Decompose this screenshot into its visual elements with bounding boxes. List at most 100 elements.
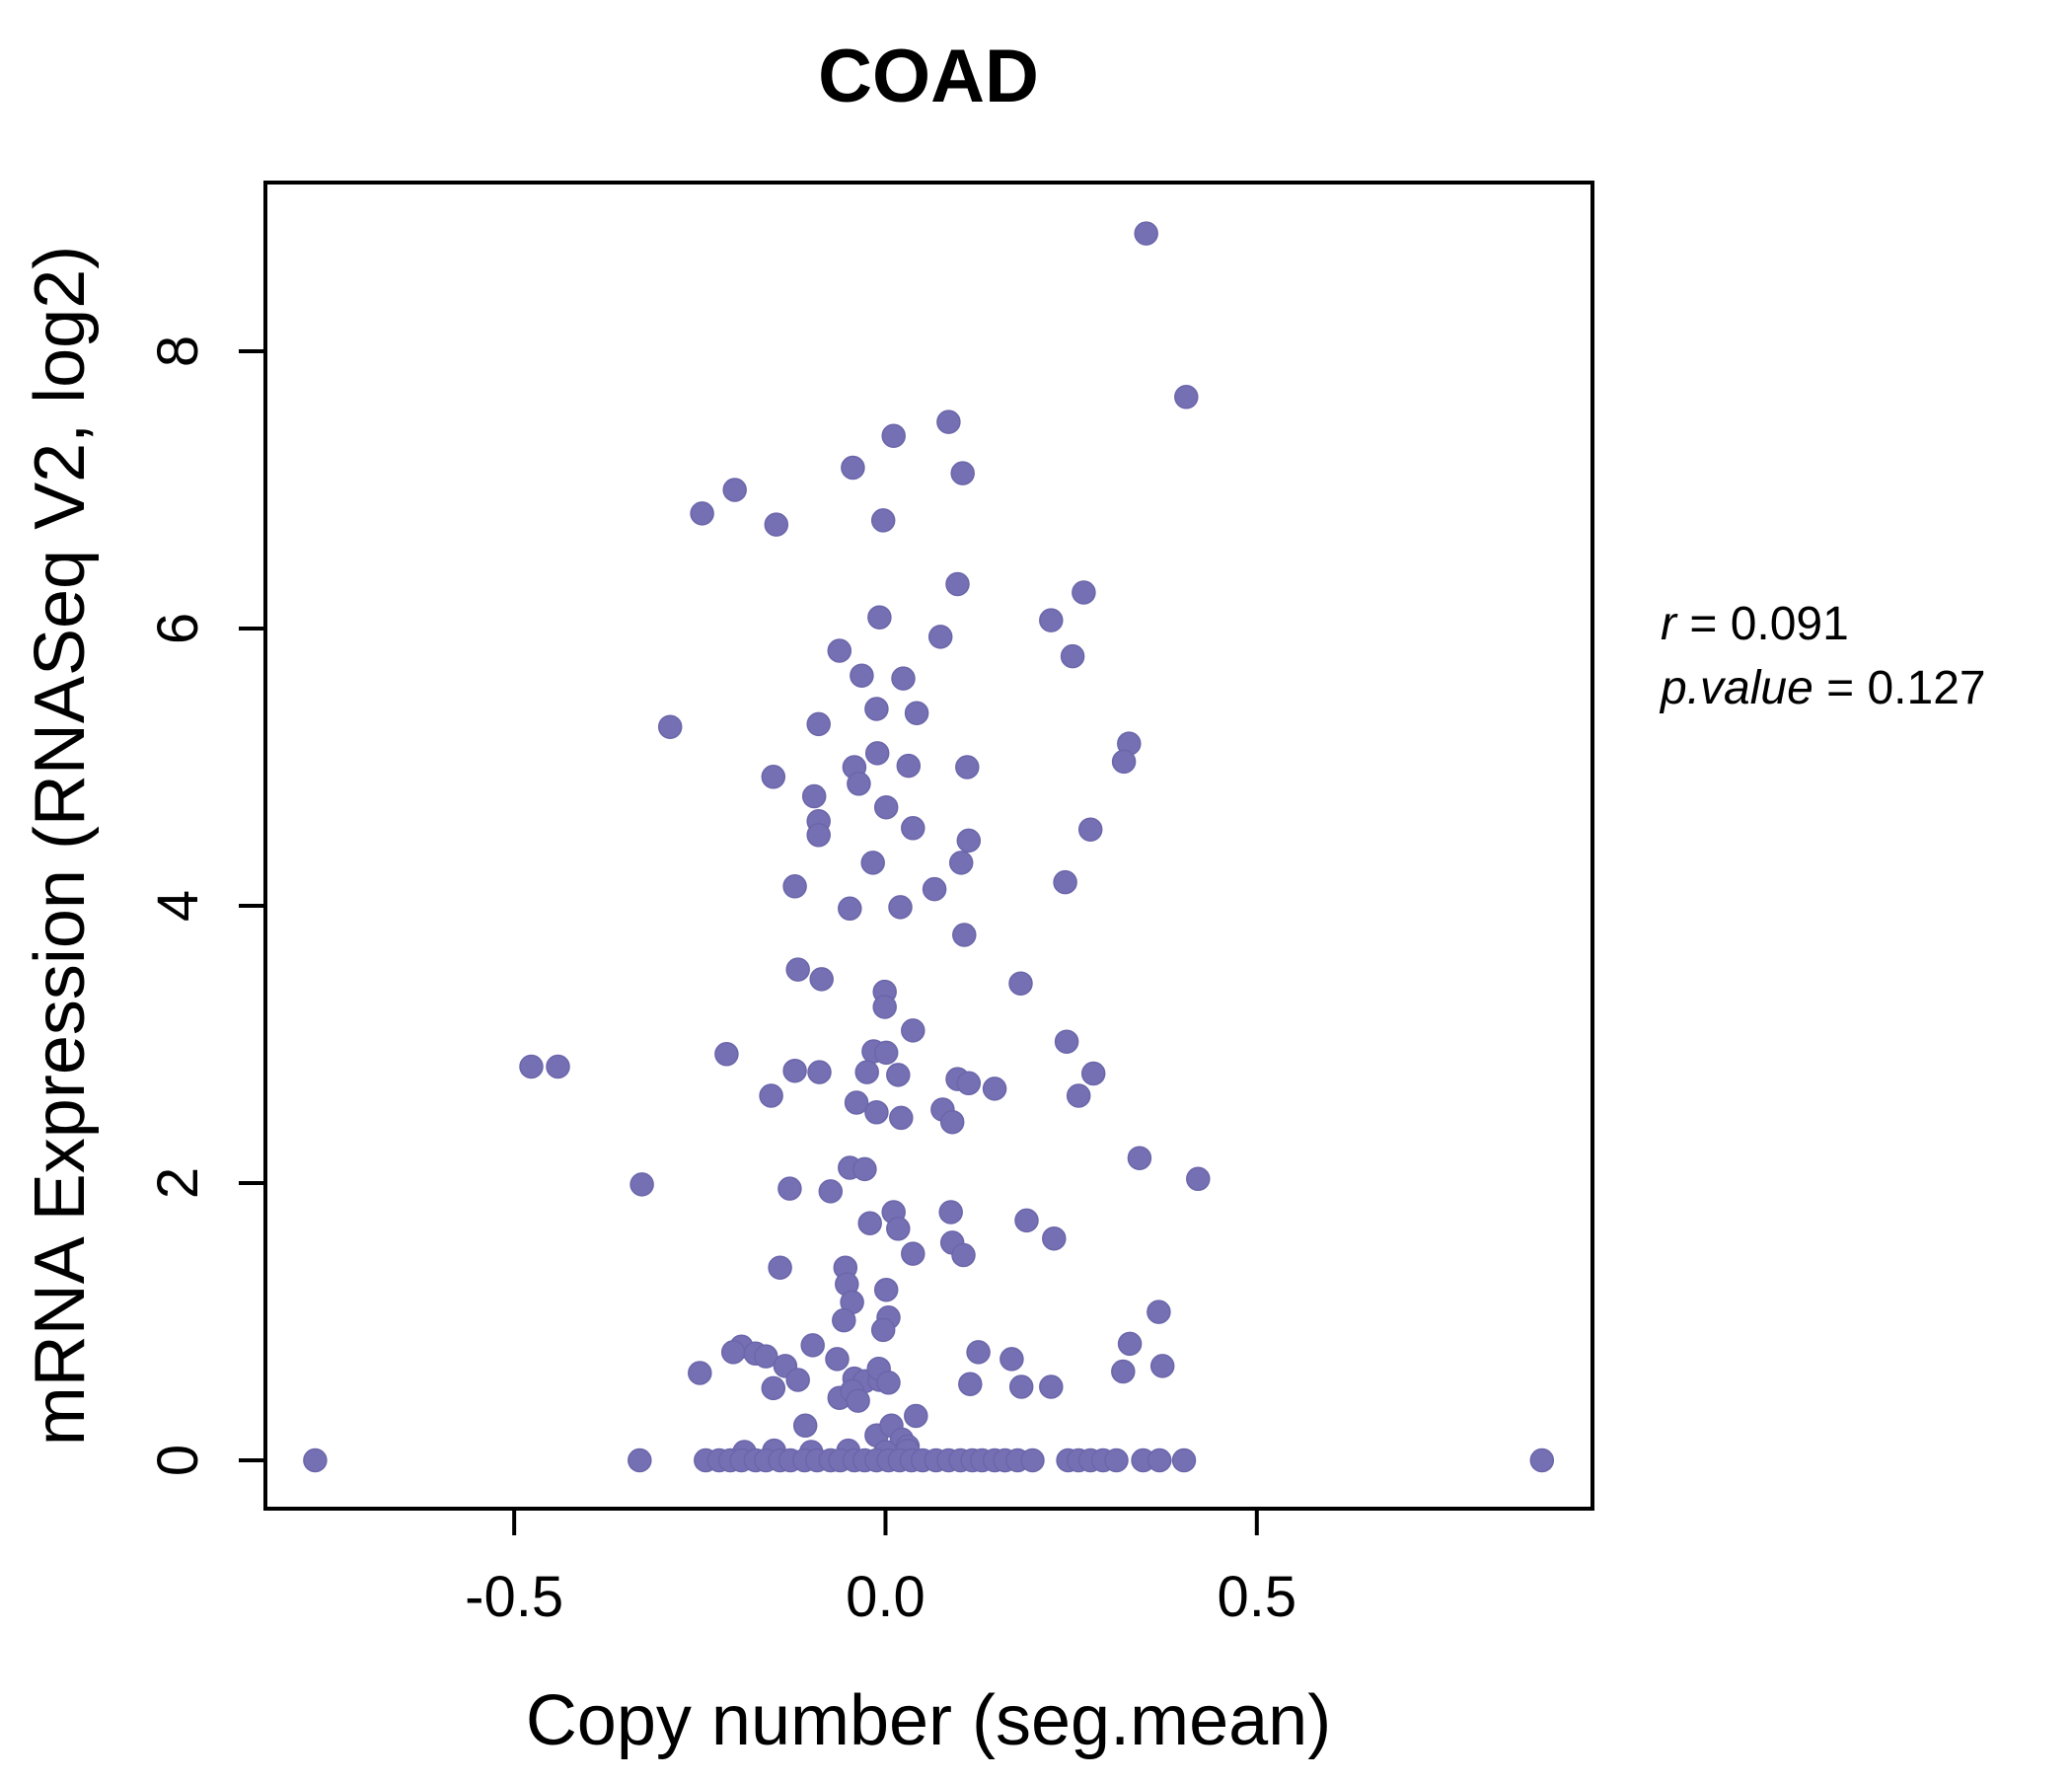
data-point (936, 409, 961, 434)
data-point (546, 1054, 570, 1079)
data-point (870, 1317, 896, 1343)
annotation-pvalue: p.value = 0.127 (1659, 662, 1986, 714)
data-point (901, 1018, 925, 1043)
data-point (1072, 580, 1096, 605)
y-tick-label: 6 (146, 613, 210, 644)
data-point (806, 823, 831, 848)
data-point (873, 1277, 899, 1302)
data-point (785, 1368, 810, 1392)
data-point (785, 957, 810, 982)
annotation-variable: p.value (1659, 662, 1813, 714)
y-tick-label: 4 (146, 890, 210, 922)
data-point (927, 625, 953, 649)
data-point (690, 501, 714, 526)
data-point (956, 1071, 982, 1096)
data-point (1111, 749, 1137, 775)
data-point (1111, 1359, 1136, 1384)
annotation-value: = 0.091 (1676, 598, 1849, 650)
x-tick-label: 0.0 (846, 1565, 925, 1629)
data-point (939, 1109, 965, 1135)
data-point (1186, 1166, 1211, 1192)
data-point (873, 1040, 899, 1066)
data-point (922, 876, 947, 902)
data-point (864, 697, 889, 721)
data-point (759, 1083, 783, 1108)
data-point (844, 1090, 869, 1115)
data-point (722, 478, 747, 502)
data-point (1039, 1374, 1064, 1399)
data-point (901, 816, 925, 841)
data-point (1008, 1374, 1034, 1399)
data-point (852, 1156, 877, 1182)
data-point (881, 423, 906, 448)
data-point (1174, 385, 1199, 409)
x-axis-ticks: -0.5 0.0 0.5 (465, 1509, 1296, 1629)
data-point (754, 1344, 778, 1369)
plot-box (263, 181, 1594, 1511)
data-point (1147, 1447, 1172, 1473)
y-tick-label: 2 (146, 1167, 210, 1199)
chart-title: COAD (818, 35, 1039, 118)
x-tick-label: -0.5 (465, 1565, 563, 1629)
data-point (688, 1361, 712, 1385)
data-point (951, 1242, 976, 1268)
annotation-variable: r (1661, 598, 1678, 650)
data-point (872, 995, 897, 1019)
data-point (1066, 1083, 1091, 1108)
data-point (864, 1100, 889, 1125)
data-point (901, 1241, 925, 1266)
x-axis-label: Copy number (seg.mean) (526, 1681, 1331, 1760)
data-point (888, 895, 913, 920)
annotation-value: = 0.127 (1813, 662, 1986, 714)
data-point (956, 828, 982, 853)
data-point (761, 1375, 786, 1401)
data-point (777, 1176, 802, 1201)
data-point (864, 741, 890, 766)
data-point (867, 605, 892, 630)
data-point (1529, 1447, 1555, 1473)
data-point (948, 851, 974, 875)
data-point (629, 1172, 654, 1197)
data-point (873, 794, 899, 820)
y-axis-label: mRNA Expression (RNASeq V2, log2) (21, 246, 100, 1446)
y-tick-label: 8 (146, 335, 210, 367)
data-point (886, 1063, 911, 1087)
data-point (657, 714, 683, 739)
data-point (761, 765, 786, 789)
data-point (982, 1076, 1007, 1101)
data-point (838, 896, 862, 922)
data-point (904, 701, 929, 725)
data-point (1014, 1208, 1039, 1233)
data-point (891, 666, 916, 691)
data-point (1147, 1299, 1171, 1324)
data-point (782, 1058, 807, 1083)
data-point (870, 508, 896, 533)
annotation-r: r = 0.091 (1661, 598, 1849, 650)
data-point (966, 1340, 991, 1365)
y-tick-label: 0 (146, 1445, 210, 1476)
x-tick-label: 0.5 (1217, 1565, 1296, 1629)
data-point (1008, 971, 1033, 996)
data-point (827, 638, 852, 663)
data-point (854, 1060, 879, 1084)
data-point (952, 923, 977, 947)
data-point (1117, 1331, 1143, 1357)
data-point (1104, 1447, 1129, 1473)
data-point (1077, 817, 1103, 842)
data-point (876, 1371, 901, 1395)
data-point (800, 1333, 825, 1358)
data-point (1149, 1354, 1175, 1378)
data-point (792, 1413, 818, 1439)
data-point (818, 1179, 844, 1204)
data-point (764, 512, 789, 537)
data-point (825, 1347, 850, 1372)
data-point (628, 1447, 652, 1473)
data-point (1080, 1061, 1106, 1086)
data-point (938, 1200, 963, 1224)
data-point (806, 711, 831, 737)
data-point (999, 1347, 1024, 1372)
data-point (846, 1388, 870, 1413)
data-point (1042, 1225, 1067, 1251)
data-point (1020, 1447, 1045, 1473)
